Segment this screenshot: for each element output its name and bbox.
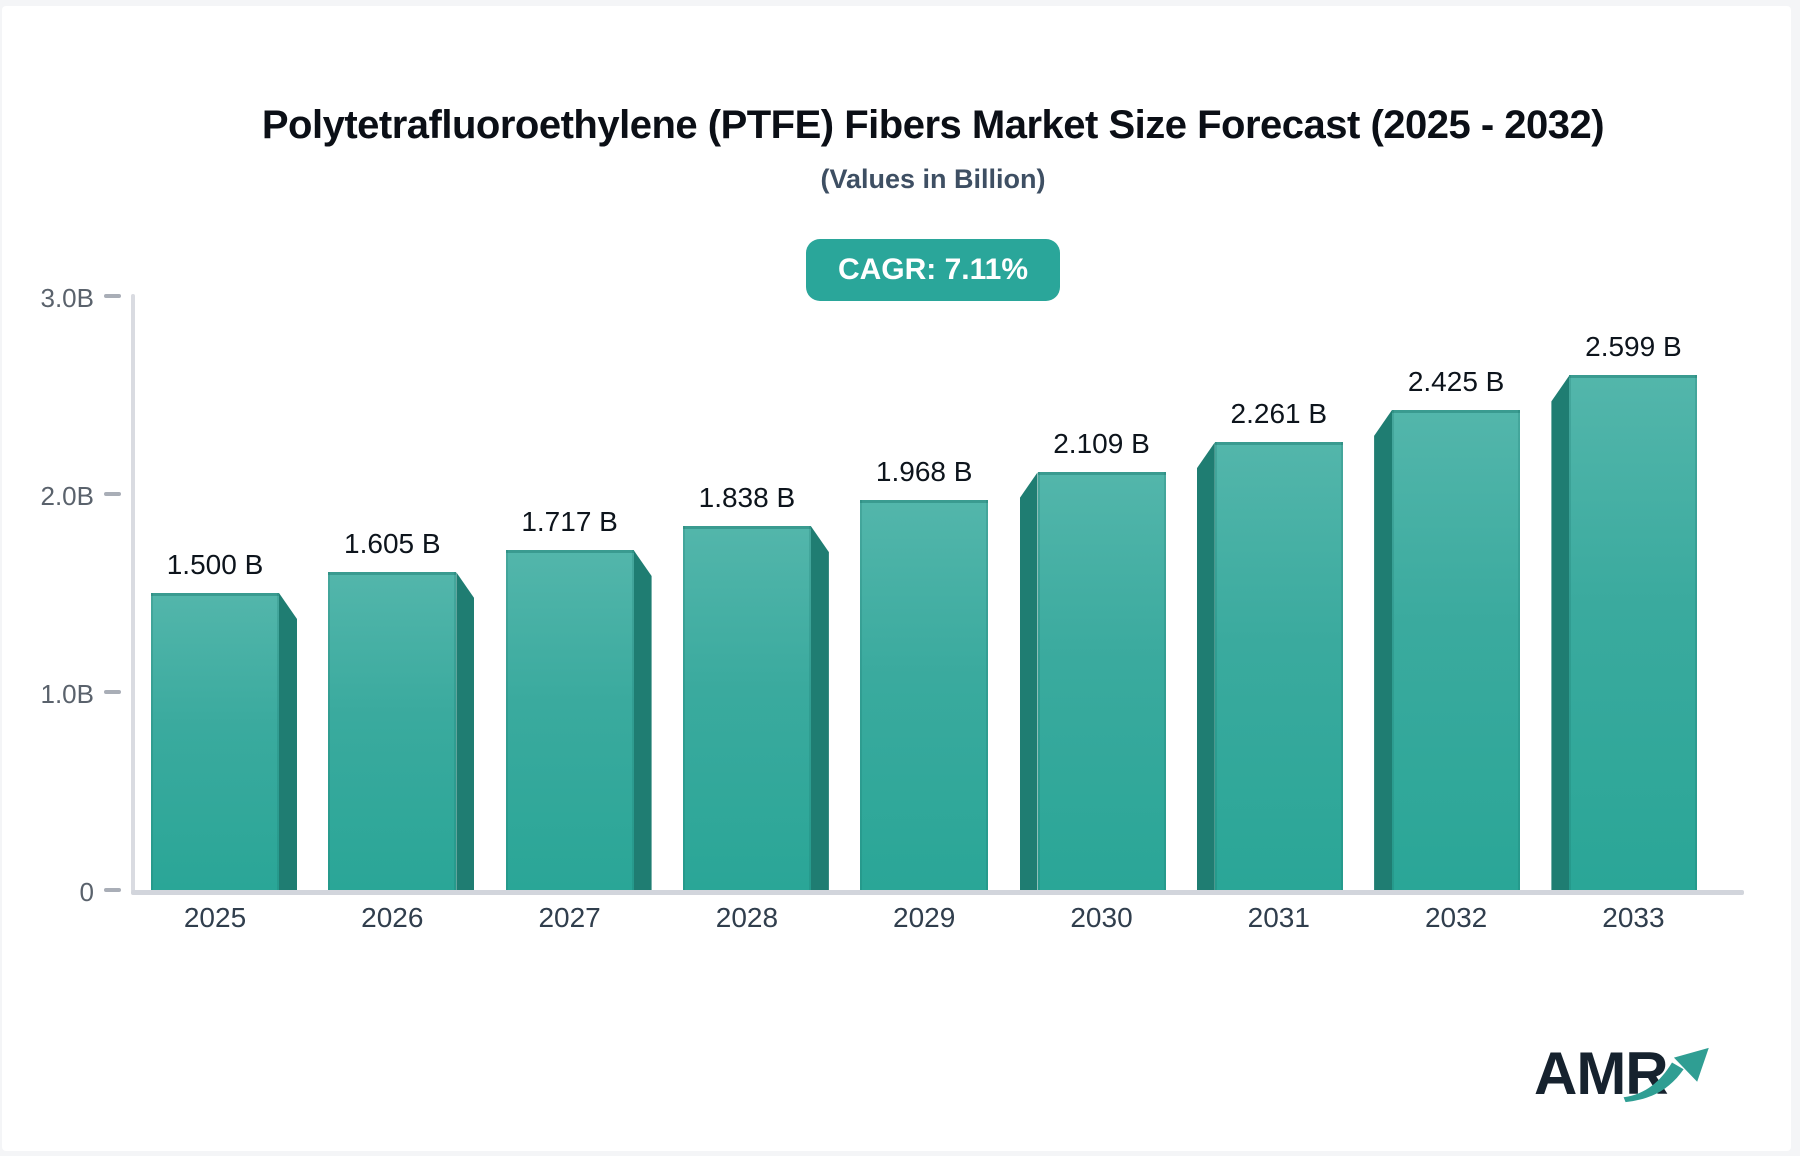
bar-side-panel-2027 [633, 550, 652, 890]
bar-value-label-2033: 2.599 B [1585, 331, 1682, 363]
bar-side-panel-2026 [456, 572, 475, 890]
growth-arrow-icon [1623, 1047, 1709, 1103]
bar-2030 [1037, 472, 1166, 890]
y-tick-mark [104, 888, 121, 892]
bar-value-label-2026: 1.605 B [344, 528, 441, 560]
y-tick-mark [104, 492, 121, 496]
bar-value-label-2032: 2.425 B [1407, 365, 1505, 397]
x-axis-label-2025: 2025 [183, 902, 247, 933]
bar-2025 [151, 593, 279, 890]
x-axis-label-2030: 2030 [1070, 902, 1133, 933]
y-tick-label: 3.0B [40, 283, 95, 313]
bar-2029 [860, 500, 989, 890]
bar-side-panel-2025 [279, 593, 297, 890]
chart-card: Polytetrafluoroethylene (PTFE) Fibers Ma… [2, 6, 1791, 1151]
bar-side-panel-2033 [1551, 375, 1570, 890]
bar-2031 [1214, 442, 1343, 890]
chart-subtitle: (Values in Billion) [820, 164, 1046, 194]
amr-logo: AMR [1534, 1034, 1724, 1120]
y-axis-line [131, 294, 135, 892]
bar-value-label-2029: 1.968 B [875, 456, 973, 488]
y-tick-label: 1.0B [40, 679, 95, 709]
bar-value-label-2031: 2.261 B [1230, 398, 1328, 430]
x-axis-line [131, 890, 1744, 895]
chart-header: Polytetrafluoroethylene (PTFE) Fibers Ma… [133, 6, 1733, 301]
x-axis-label-2031: 2031 [1247, 902, 1310, 933]
x-axis-label-2027: 2027 [538, 902, 601, 933]
bar-2028 [682, 526, 811, 890]
bar-value-label-2030: 2.109 B [1053, 428, 1150, 460]
bar-side-panel-2030 [1019, 472, 1038, 890]
bar-side-panel-2032 [1374, 409, 1393, 890]
bar-2033 [1569, 375, 1698, 890]
bar-2026 [328, 572, 457, 890]
bar-side-panel-2028 [810, 526, 829, 890]
cagr-badge: CAGR: 7.11% [805, 239, 1061, 301]
x-axis-label-2028: 2028 [715, 902, 779, 933]
x-axis-label-2032: 2032 [1424, 902, 1488, 933]
bar-value-label-2028: 1.838 B [698, 482, 796, 514]
y-tick-mark [104, 294, 121, 298]
bar-2027 [505, 550, 634, 890]
chart-title: Polytetrafluoroethylene (PTFE) Fibers Ma… [261, 103, 1605, 147]
bar-value-label-2025: 1.500 B [166, 549, 264, 580]
bar-2032 [1392, 409, 1521, 890]
x-axis-label-2029: 2029 [893, 902, 956, 933]
x-axis-label-2026: 2026 [361, 902, 424, 933]
y-tick-mark [104, 690, 121, 694]
bar-side-panel-2031 [1196, 442, 1215, 890]
y-tick-label: 0 [79, 877, 94, 907]
x-axis-label-2033: 2033 [1602, 902, 1665, 933]
chart-plot: 3.0B 2.0B 1.0B 0 1.500 B 2025 1.605 B 2026 1.717… [2, 6, 1800, 1156]
y-tick-label: 2.0B [40, 481, 95, 511]
bar-value-label-2027: 1.717 B [521, 506, 618, 538]
